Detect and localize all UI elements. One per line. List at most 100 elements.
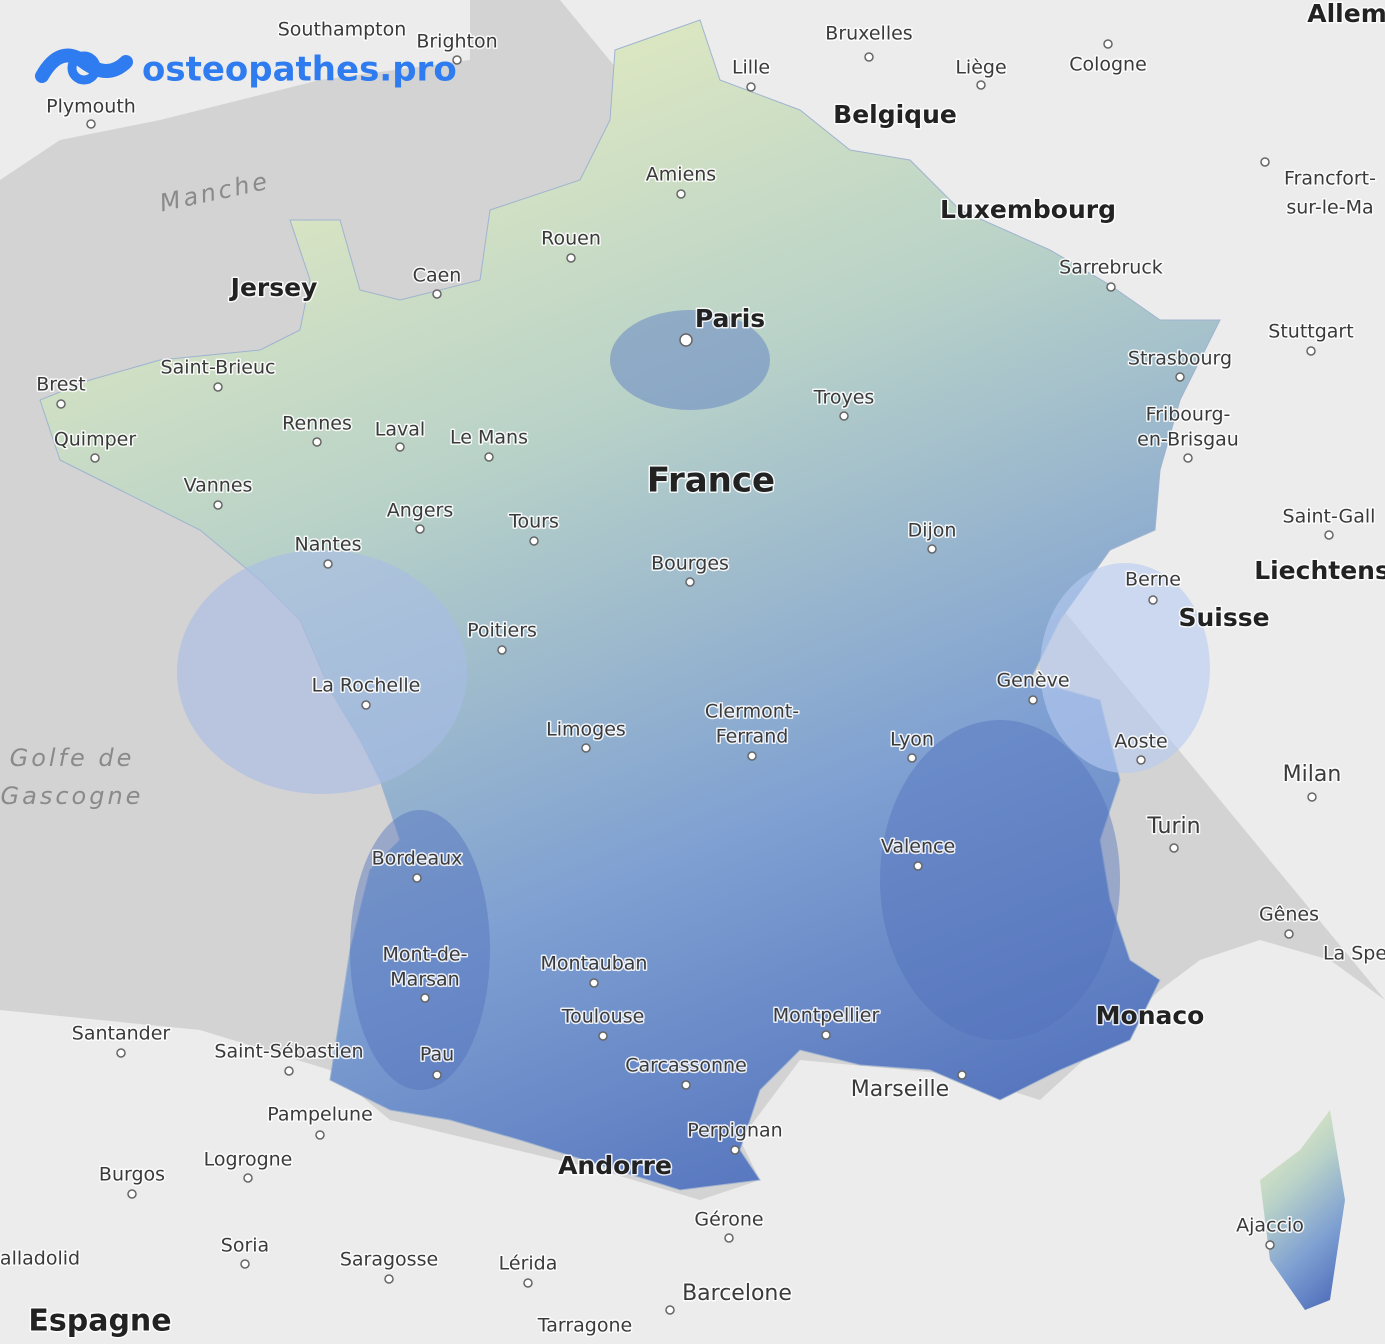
city-dot — [1260, 157, 1270, 167]
city-label: Santander — [72, 1023, 171, 1045]
city-dot — [665, 1305, 675, 1315]
city-label: Southampton — [278, 19, 407, 41]
city-dot — [724, 1233, 734, 1243]
city-dot — [412, 873, 422, 883]
city-label: Lille — [732, 57, 770, 79]
country-label: Liechtenst — [1254, 556, 1385, 585]
city-dot — [907, 753, 917, 763]
city-label: Ferrand — [716, 726, 789, 748]
city-label: Barcelone — [682, 1281, 792, 1306]
city-label: Saint-Sébastien — [214, 1041, 363, 1063]
city-label: Gênes — [1259, 904, 1319, 926]
city-dot — [685, 577, 695, 587]
city-label: Troyes — [813, 387, 875, 409]
city-label: Turin — [1146, 814, 1200, 839]
city-dot — [746, 82, 756, 92]
city-dot — [1306, 346, 1316, 356]
city-label: Burgos — [99, 1164, 165, 1186]
city-dot — [1307, 792, 1317, 802]
city-label: Pampelune — [267, 1104, 373, 1126]
city-label: Nantes — [295, 534, 362, 556]
city-dot — [384, 1274, 394, 1284]
city-dot — [243, 1173, 253, 1183]
city-dot — [361, 700, 371, 710]
city-label: Marseille — [851, 1077, 949, 1102]
city-dot — [452, 55, 462, 65]
city-dot — [1136, 755, 1146, 765]
city-dot — [497, 645, 507, 655]
city-label: Francfort- — [1284, 168, 1376, 190]
city-dot — [523, 1278, 533, 1288]
city-label: Vannes — [184, 475, 253, 497]
city-dot — [1175, 372, 1185, 382]
city-label: Le Mans — [450, 427, 528, 449]
city-dot — [864, 52, 874, 62]
city-dot — [1265, 1240, 1275, 1250]
city-label: Toulouse — [561, 1006, 645, 1028]
city-label: La Rochelle — [312, 675, 421, 697]
city-label: Paris — [695, 304, 765, 333]
city-dot — [913, 861, 923, 871]
city-label: Rennes — [282, 413, 352, 435]
city-label: Bruxelles — [825, 23, 912, 45]
city-dot — [323, 559, 333, 569]
city-label: Saint-Brieuc — [161, 357, 276, 379]
city-label: Poitiers — [467, 620, 537, 642]
city-dot — [581, 743, 591, 753]
city-dot — [116, 1048, 126, 1058]
country-label: France — [647, 461, 775, 501]
city-label: Pau — [420, 1044, 454, 1066]
city-dot — [1028, 695, 1038, 705]
city-label: en-Brisgau — [1137, 429, 1239, 451]
city-label: Liège — [955, 57, 1006, 79]
city-label: Caen — [413, 265, 462, 287]
city-dot — [420, 993, 430, 1003]
city-label: Mont-de- — [383, 944, 468, 966]
city-label: Cologne — [1069, 54, 1147, 76]
region — [350, 810, 490, 1090]
city-label: Laval — [375, 419, 425, 441]
city-label: Milan — [1283, 762, 1342, 787]
city-label: Soria — [221, 1235, 269, 1257]
city-dot — [839, 411, 849, 421]
city-label: Brighton — [416, 31, 497, 53]
city-label: Sarrebruck — [1059, 257, 1163, 279]
city-dot — [679, 333, 693, 347]
city-label: Rouen — [541, 228, 601, 250]
city-dot — [240, 1259, 250, 1269]
city-label: Genève — [996, 670, 1069, 692]
city-label: Berne — [1125, 569, 1181, 591]
city-label: La Spe — [1323, 943, 1385, 965]
city-label: Saragosse — [340, 1249, 438, 1271]
city-dot — [1183, 453, 1193, 463]
city-dot — [213, 500, 223, 510]
city-dot — [315, 1130, 325, 1140]
city-label: Perpignan — [687, 1120, 782, 1142]
city-dot — [1103, 39, 1113, 49]
city-dot — [1106, 282, 1116, 292]
city-dot — [598, 1031, 608, 1041]
city-label: Stuttgart — [1268, 321, 1353, 343]
corsica — [1260, 1110, 1345, 1310]
city-dot — [213, 382, 223, 392]
city-label: Tours — [508, 511, 559, 533]
city-dot — [415, 524, 425, 534]
country-label: Luxembourg — [940, 195, 1116, 224]
city-label: Bourges — [651, 553, 729, 575]
city-dot — [566, 253, 576, 263]
city-label: Montauban — [541, 953, 648, 975]
sea-label: Gascogne — [1, 782, 144, 810]
city-dot — [86, 119, 96, 129]
country-label: Allem — [1307, 0, 1385, 28]
city-label: Saint-Gall — [1283, 506, 1376, 528]
city-dot — [395, 442, 405, 452]
city-dot — [1324, 530, 1334, 540]
city-dot — [1148, 595, 1158, 605]
country-label: Belgique — [833, 100, 957, 129]
city-dot — [927, 544, 937, 554]
city-dot — [676, 189, 686, 199]
city-dot — [312, 437, 322, 447]
country-label: Andorre — [558, 1151, 672, 1180]
city-label: Tarragone — [537, 1315, 632, 1337]
